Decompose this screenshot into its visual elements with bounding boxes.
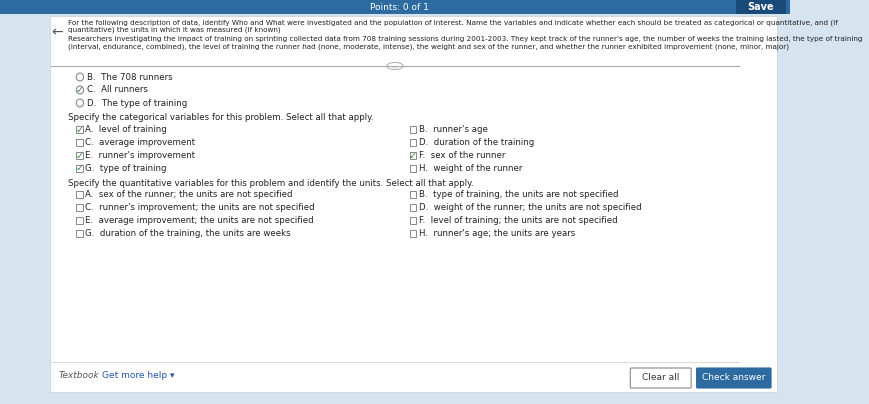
- Ellipse shape: [387, 63, 402, 69]
- Text: ✓: ✓: [76, 164, 83, 173]
- Text: G.  duration of the training, the units are weeks: G. duration of the training, the units a…: [85, 229, 290, 238]
- Text: E.  average improvement; the units are not specified: E. average improvement; the units are no…: [85, 216, 314, 225]
- Text: F.  level of training; the units are not specified: F. level of training; the units are not …: [418, 216, 617, 225]
- Circle shape: [76, 86, 83, 94]
- Text: Specify the quantitative variables for this problem and identify the units. Sele: Specify the quantitative variables for t…: [68, 179, 474, 187]
- Circle shape: [76, 99, 83, 107]
- FancyBboxPatch shape: [409, 191, 415, 198]
- Text: Specify the categorical variables for this problem. Select all that apply.: Specify the categorical variables for th…: [68, 114, 374, 122]
- Text: C.  average improvement: C. average improvement: [85, 138, 196, 147]
- FancyBboxPatch shape: [409, 126, 415, 133]
- Text: Researchers investigating the impact of training on sprinting collected data fro: Researchers investigating the impact of …: [68, 36, 862, 50]
- Text: B.  type of training, the units are not specified: B. type of training, the units are not s…: [418, 190, 618, 199]
- Text: ←: ←: [51, 25, 63, 39]
- FancyBboxPatch shape: [409, 165, 415, 172]
- FancyBboxPatch shape: [76, 152, 83, 159]
- Text: Save: Save: [746, 2, 773, 12]
- Text: C.  runner's improvement; the units are not specified: C. runner's improvement; the units are n…: [85, 203, 315, 212]
- Text: ✓: ✓: [76, 124, 83, 135]
- FancyBboxPatch shape: [76, 230, 83, 237]
- FancyBboxPatch shape: [696, 368, 770, 388]
- FancyBboxPatch shape: [409, 139, 415, 146]
- FancyBboxPatch shape: [0, 0, 789, 14]
- FancyBboxPatch shape: [76, 126, 83, 133]
- Text: Get more help ▾: Get more help ▾: [102, 372, 174, 381]
- Text: D.  weight of the runner; the units are not specified: D. weight of the runner; the units are n…: [418, 203, 640, 212]
- Text: D.  The type of training: D. The type of training: [87, 99, 187, 107]
- Text: ...: ...: [391, 63, 398, 69]
- Text: C.  All runners: C. All runners: [87, 86, 148, 95]
- FancyBboxPatch shape: [629, 368, 690, 388]
- Text: E.  runner's improvement: E. runner's improvement: [85, 151, 196, 160]
- Text: Clear all: Clear all: [640, 374, 678, 383]
- Text: D.  duration of the training: D. duration of the training: [418, 138, 534, 147]
- Text: H.  runner's age; the units are years: H. runner's age; the units are years: [418, 229, 574, 238]
- FancyBboxPatch shape: [409, 204, 415, 211]
- FancyBboxPatch shape: [50, 16, 776, 392]
- FancyBboxPatch shape: [76, 204, 83, 211]
- FancyBboxPatch shape: [735, 0, 785, 14]
- FancyBboxPatch shape: [76, 217, 83, 224]
- Circle shape: [76, 73, 83, 81]
- FancyBboxPatch shape: [409, 217, 415, 224]
- Text: Points: 0 of 1: Points: 0 of 1: [369, 2, 428, 11]
- Text: H.  weight of the runner: H. weight of the runner: [418, 164, 521, 173]
- FancyBboxPatch shape: [409, 230, 415, 237]
- FancyBboxPatch shape: [76, 165, 83, 172]
- Text: A.  sex of the runner; the units are not specified: A. sex of the runner; the units are not …: [85, 190, 293, 199]
- Text: F.  sex of the runner: F. sex of the runner: [418, 151, 505, 160]
- Text: For the following description of data, identify Who and What were investigated a: For the following description of data, i…: [68, 19, 837, 33]
- Text: B.  runner's age: B. runner's age: [418, 125, 487, 134]
- Text: A.  level of training: A. level of training: [85, 125, 167, 134]
- Text: Check answer: Check answer: [701, 374, 765, 383]
- FancyBboxPatch shape: [76, 191, 83, 198]
- Text: ✓: ✓: [76, 85, 84, 95]
- FancyBboxPatch shape: [409, 152, 415, 159]
- Text: Textbook: Textbook: [59, 372, 100, 381]
- Text: ✓: ✓: [76, 151, 83, 160]
- FancyBboxPatch shape: [76, 139, 83, 146]
- Text: G.  type of training: G. type of training: [85, 164, 167, 173]
- Text: B.  The 708 runners: B. The 708 runners: [87, 72, 173, 82]
- Text: ✓: ✓: [408, 151, 416, 160]
